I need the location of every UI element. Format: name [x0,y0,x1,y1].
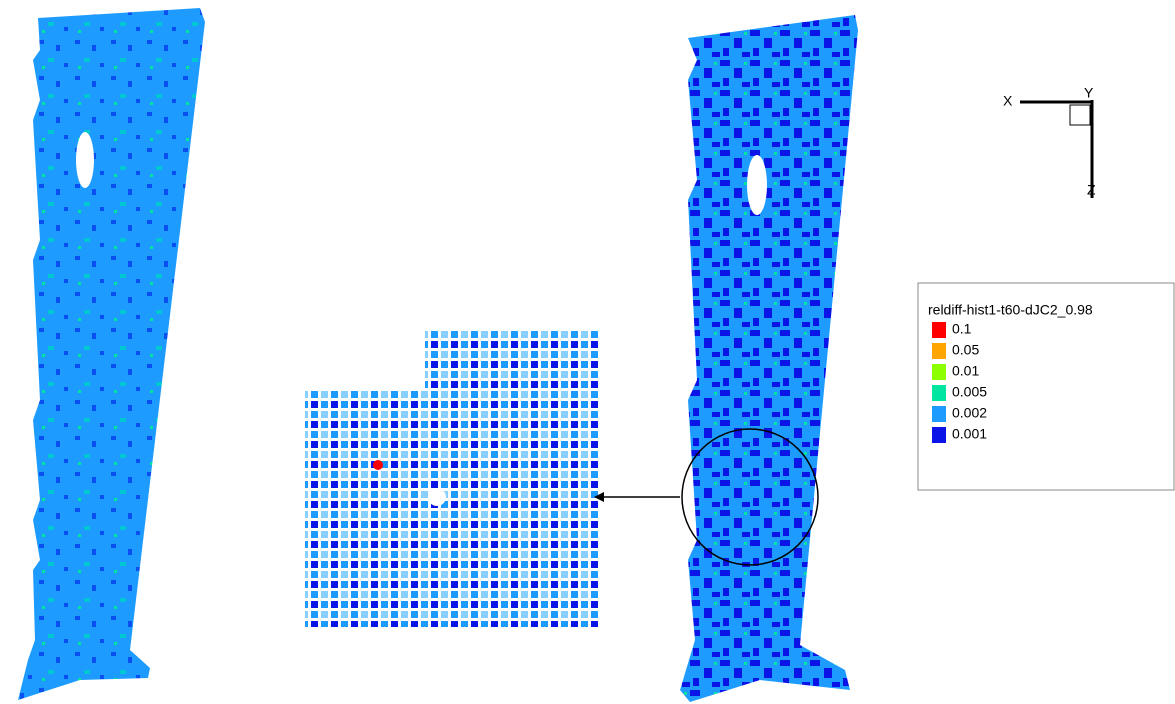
legend-label: 0.01 [952,363,979,379]
legend-swatch [932,343,946,359]
legend-label: 0.1 [952,321,972,337]
triad-z-label: Z [1087,182,1096,198]
legend-swatch [932,322,946,338]
legend-swatch [932,427,946,443]
legend-title: reldiff-hist1-t60-dJC2_0.98 [928,302,1093,318]
zoom-hole [428,488,446,506]
legend-swatch [932,364,946,380]
legend-label: 0.002 [952,405,987,421]
triad-y-label: Y [1084,85,1094,101]
right-blade [680,15,858,702]
hole [76,132,94,188]
legend-label: 0.001 [952,426,987,442]
left-blade [18,8,205,700]
zoom-gap [305,330,425,390]
hole [747,155,767,215]
triad-x-label: X [1003,93,1013,109]
figure: X Y Z reldiff-hist1-t60-dJC2_0.98 0.1 0.0… [0,0,1175,704]
legend-swatch [932,385,946,401]
legend-swatch [932,406,946,422]
legend-label: 0.05 [952,342,979,358]
legend-label: 0.005 [952,384,987,400]
zoom-hotspot [373,460,383,470]
triad-box [1070,105,1090,125]
